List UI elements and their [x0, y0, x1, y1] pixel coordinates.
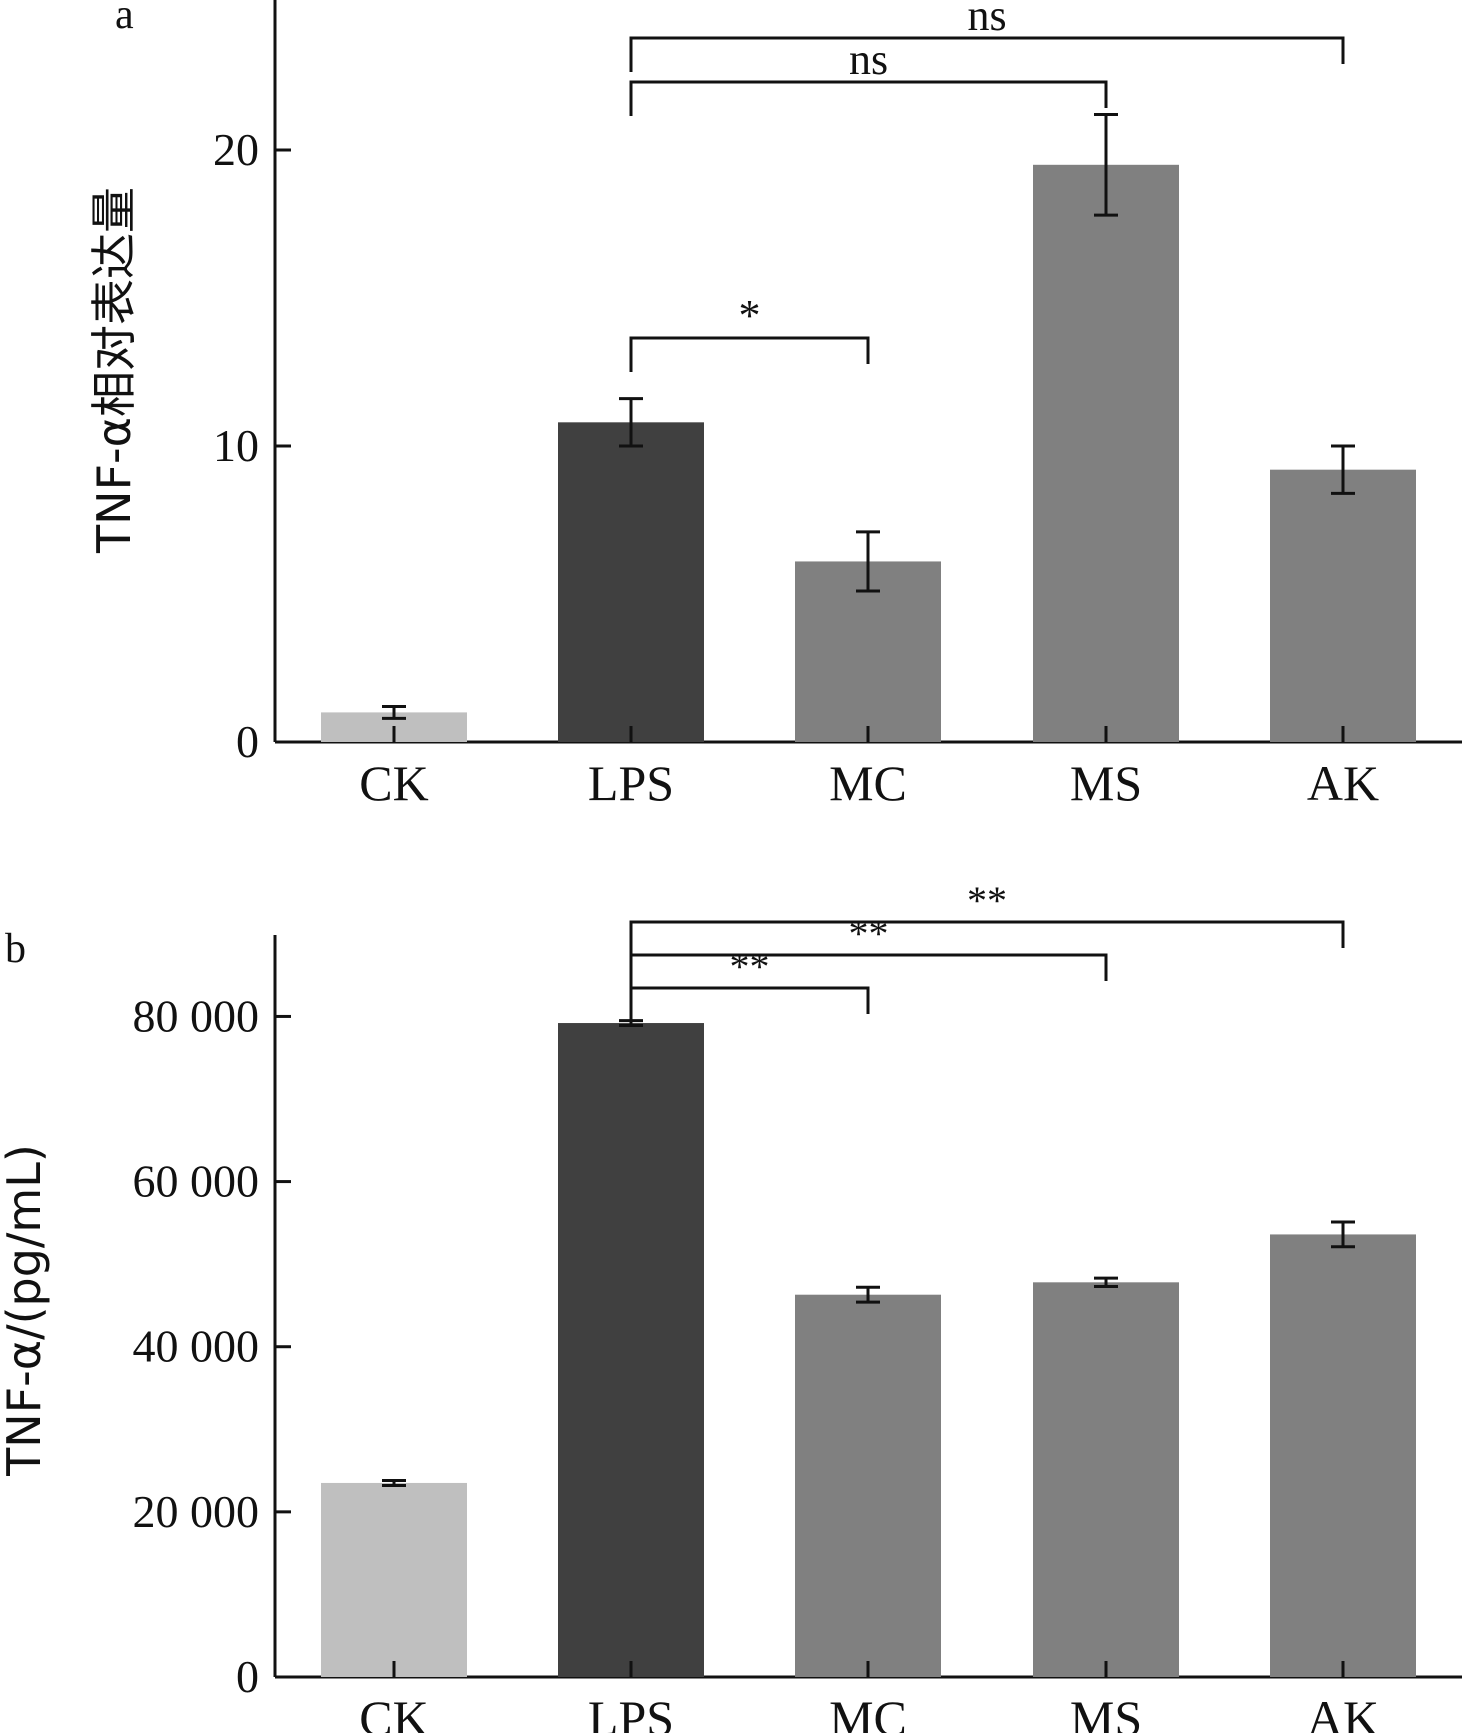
error-bar-mc: [856, 530, 880, 593]
y-tick-label: 0: [236, 1651, 259, 1702]
panel-label: a: [115, 0, 134, 38]
bar-lps: [558, 1023, 704, 1677]
panel-label: b: [5, 926, 26, 972]
x-tick-label: LPS: [588, 755, 674, 811]
significance-bracket-2: [629, 953, 1108, 989]
y-axis-label: TNF-α相对表达量: [87, 187, 141, 554]
bar-ck: [321, 1482, 467, 1677]
significance-bracket-3: [629, 36, 1345, 72]
error-bar-ak: [1331, 444, 1355, 495]
y-axis-label: TNF-α/(pg/mL): [0, 1144, 51, 1477]
error-bar-ak: [1331, 1220, 1355, 1249]
bar-mc: [795, 1294, 941, 1677]
x-tick-label: AK: [1307, 1690, 1379, 1733]
bracket-line: [629, 953, 1108, 989]
x-tick-label: MS: [1070, 755, 1142, 811]
significance-label: **: [730, 944, 770, 989]
error-bar-ms: [1094, 1276, 1118, 1288]
error-bar-lps: [619, 397, 643, 448]
significance-bracket-1: [629, 336, 870, 372]
x-tick-label: LPS: [588, 1690, 674, 1733]
x-tick-label: MS: [1070, 1690, 1142, 1733]
significance-bracket-1: [629, 986, 870, 1022]
significance-bracket-3: [629, 920, 1345, 956]
significance-label: *: [739, 291, 761, 340]
y-tick-label: 10: [213, 420, 259, 471]
bar-ak: [1270, 1234, 1416, 1677]
y-tick-label: 20: [213, 124, 259, 175]
error-bar-ms: [1094, 112, 1118, 217]
y-tick-label: 40 000: [133, 1321, 260, 1372]
bracket-line: [629, 920, 1345, 956]
bar-ms: [1033, 164, 1179, 743]
y-tick-label: 0: [236, 716, 259, 767]
significance-label: ns: [849, 35, 888, 84]
x-tick-label: CK: [359, 755, 428, 811]
y-tick-label: 80 000: [133, 990, 260, 1041]
error-bar-ck: [382, 704, 406, 720]
significance-bracket-2: [629, 80, 1108, 116]
y-tick-label: 60 000: [133, 1156, 260, 1207]
x-tick-label: AK: [1307, 755, 1379, 811]
significance-label: ns: [967, 0, 1006, 40]
error-bar-ck: [382, 1478, 406, 1487]
bracket-line: [629, 36, 1345, 72]
significance-label: **: [849, 911, 889, 956]
x-tick-label: MC: [829, 1690, 907, 1733]
bracket-line: [629, 986, 870, 1022]
significance-label: **: [967, 878, 1007, 923]
error-bar-mc: [856, 1285, 880, 1304]
bar-lps: [558, 422, 704, 742]
bracket-line: [629, 336, 870, 372]
x-tick-label: CK: [359, 1690, 428, 1733]
bar-ak: [1270, 469, 1416, 742]
y-tick-label: 20 000: [133, 1486, 260, 1537]
x-tick-label: MC: [829, 755, 907, 811]
bracket-line: [629, 80, 1108, 116]
bar-ms: [1033, 1282, 1179, 1677]
